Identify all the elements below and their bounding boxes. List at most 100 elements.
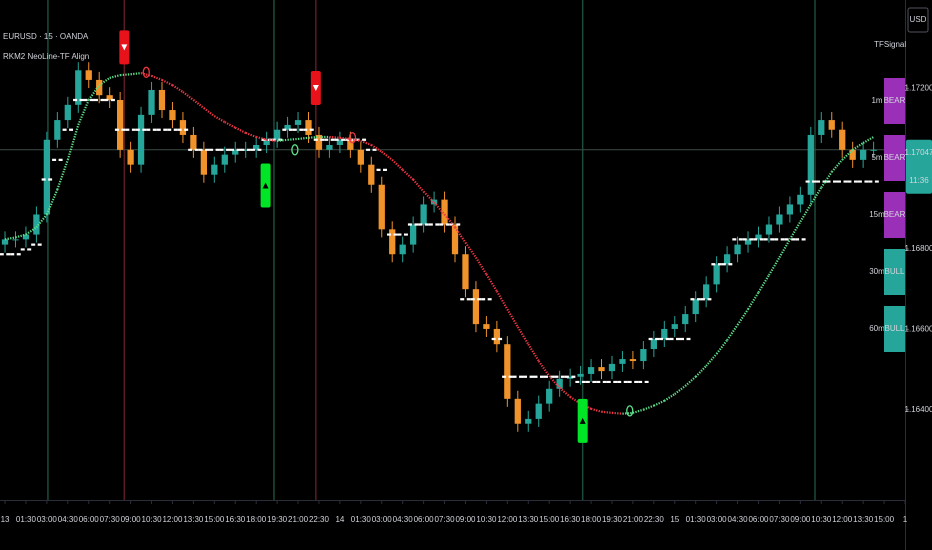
- x-tick-label: 01:30: [16, 515, 37, 524]
- neoline-segment: [182, 91, 195, 101]
- neoline-segment: [506, 308, 519, 328]
- x-tick-label: 19:30: [267, 515, 288, 524]
- signal-cell: [884, 78, 905, 124]
- candle-body: [462, 254, 469, 290]
- neoline-segment: [255, 135, 267, 141]
- neoline-segment: [171, 84, 184, 93]
- x-tick-label: 12:00: [162, 515, 183, 524]
- candle-body: [556, 378, 563, 389]
- candle-body: [96, 79, 103, 96]
- neoline-segment: [548, 375, 561, 389]
- neoline-segment: [830, 159, 844, 173]
- x-tick-label: 03:00: [37, 515, 58, 524]
- neoline-segment: [663, 393, 676, 402]
- neoline-segment: [590, 407, 602, 413]
- candle-body: [420, 204, 427, 225]
- neoline-segment: [485, 273, 498, 292]
- neoline-segment: [192, 99, 205, 109]
- candle-body: [807, 134, 814, 195]
- candle-body: [629, 359, 637, 362]
- candle-body: [43, 139, 51, 215]
- x-tick-label: 14: [335, 515, 344, 524]
- candle-body: [535, 403, 542, 419]
- candle-body: [326, 144, 333, 150]
- neoline-segment: [788, 221, 802, 240]
- candle-body: [483, 324, 490, 329]
- signal-label: BEAR: [884, 210, 906, 219]
- candle-body: [734, 244, 741, 255]
- neoline-segment: [4, 236, 16, 241]
- plot-layer: [0, 62, 879, 432]
- neoline-segment: [495, 290, 509, 310]
- neoline-segment: [757, 274, 770, 293]
- neoline-segment: [527, 343, 540, 362]
- signal-label: BEAR: [884, 96, 906, 105]
- candle-body: [640, 349, 647, 362]
- candle-body: [179, 120, 187, 135]
- candle-body: [650, 338, 657, 350]
- neoline-segment: [537, 360, 551, 377]
- currency-button[interactable]: [907, 7, 929, 33]
- x-tick-label: 13:30: [853, 515, 874, 524]
- candle-body: [284, 124, 291, 130]
- candle-body: [598, 367, 605, 372]
- neoline-segment: [611, 411, 623, 415]
- candle-body: [315, 134, 323, 150]
- y-tick-label: 1.17200: [905, 83, 932, 92]
- current-price-box: [906, 139, 932, 194]
- sell-arrow: [121, 44, 128, 51]
- signal-cell: [884, 135, 905, 181]
- candle-body: [273, 129, 281, 140]
- candle-body: [493, 328, 501, 345]
- neoline-segment: [130, 72, 142, 76]
- candle-body: [566, 376, 574, 379]
- candle-body: [221, 154, 228, 165]
- timeframe-label: 30m: [869, 267, 885, 276]
- currency-label[interactable]: USD: [910, 15, 927, 24]
- candle-body: [347, 139, 354, 150]
- neoline-segment: [820, 171, 833, 189]
- x-tick-label: 06:00: [414, 515, 435, 524]
- neoline-segment: [852, 142, 864, 151]
- x-tick-label: 13:30: [183, 515, 204, 524]
- x-tick-label: 04:30: [728, 515, 749, 524]
- candle-body: [242, 149, 249, 151]
- neoline-segment: [77, 99, 90, 126]
- candle-body: [441, 199, 448, 225]
- candle-body: [744, 239, 752, 245]
- candle-body: [430, 199, 438, 205]
- buy-arrow: [262, 182, 269, 189]
- neoline-segment: [109, 74, 121, 79]
- candle-body: [190, 134, 197, 150]
- x-tick-label: 01:30: [351, 515, 372, 524]
- candle-body: [546, 388, 553, 404]
- sell-arrow: [312, 84, 319, 91]
- neoline-segment: [642, 404, 655, 411]
- x-tick-label: 09:00: [121, 515, 142, 524]
- candle-body: [828, 120, 835, 130]
- candle-body: [587, 367, 595, 374]
- x-tick-label: 10:30: [476, 515, 497, 524]
- buy-arrow: [579, 417, 586, 424]
- candle-body: [504, 344, 511, 399]
- x-tick-label: 19:30: [602, 515, 623, 524]
- neoline-segment: [778, 238, 791, 259]
- neoline-segment: [799, 203, 812, 223]
- neoline-segment: [558, 387, 571, 398]
- x-tick-label: 18:00: [246, 515, 267, 524]
- candle-body: [514, 398, 521, 424]
- x-tick-label: 15:00: [204, 515, 225, 524]
- candle-body: [253, 144, 260, 150]
- candle-body: [336, 139, 344, 145]
- candle-body: [723, 254, 731, 265]
- neoline-segment: [516, 326, 530, 345]
- candle-body: [451, 224, 459, 255]
- neoline-segment: [276, 138, 288, 143]
- x-tick-label: 04:30: [393, 515, 414, 524]
- neoline-segment: [653, 399, 665, 407]
- x-tick-label: 10:30: [811, 515, 832, 524]
- candle-body: [410, 224, 417, 245]
- candle-body: [232, 149, 239, 155]
- neoline-segment: [809, 186, 823, 206]
- candle-body: [12, 239, 19, 241]
